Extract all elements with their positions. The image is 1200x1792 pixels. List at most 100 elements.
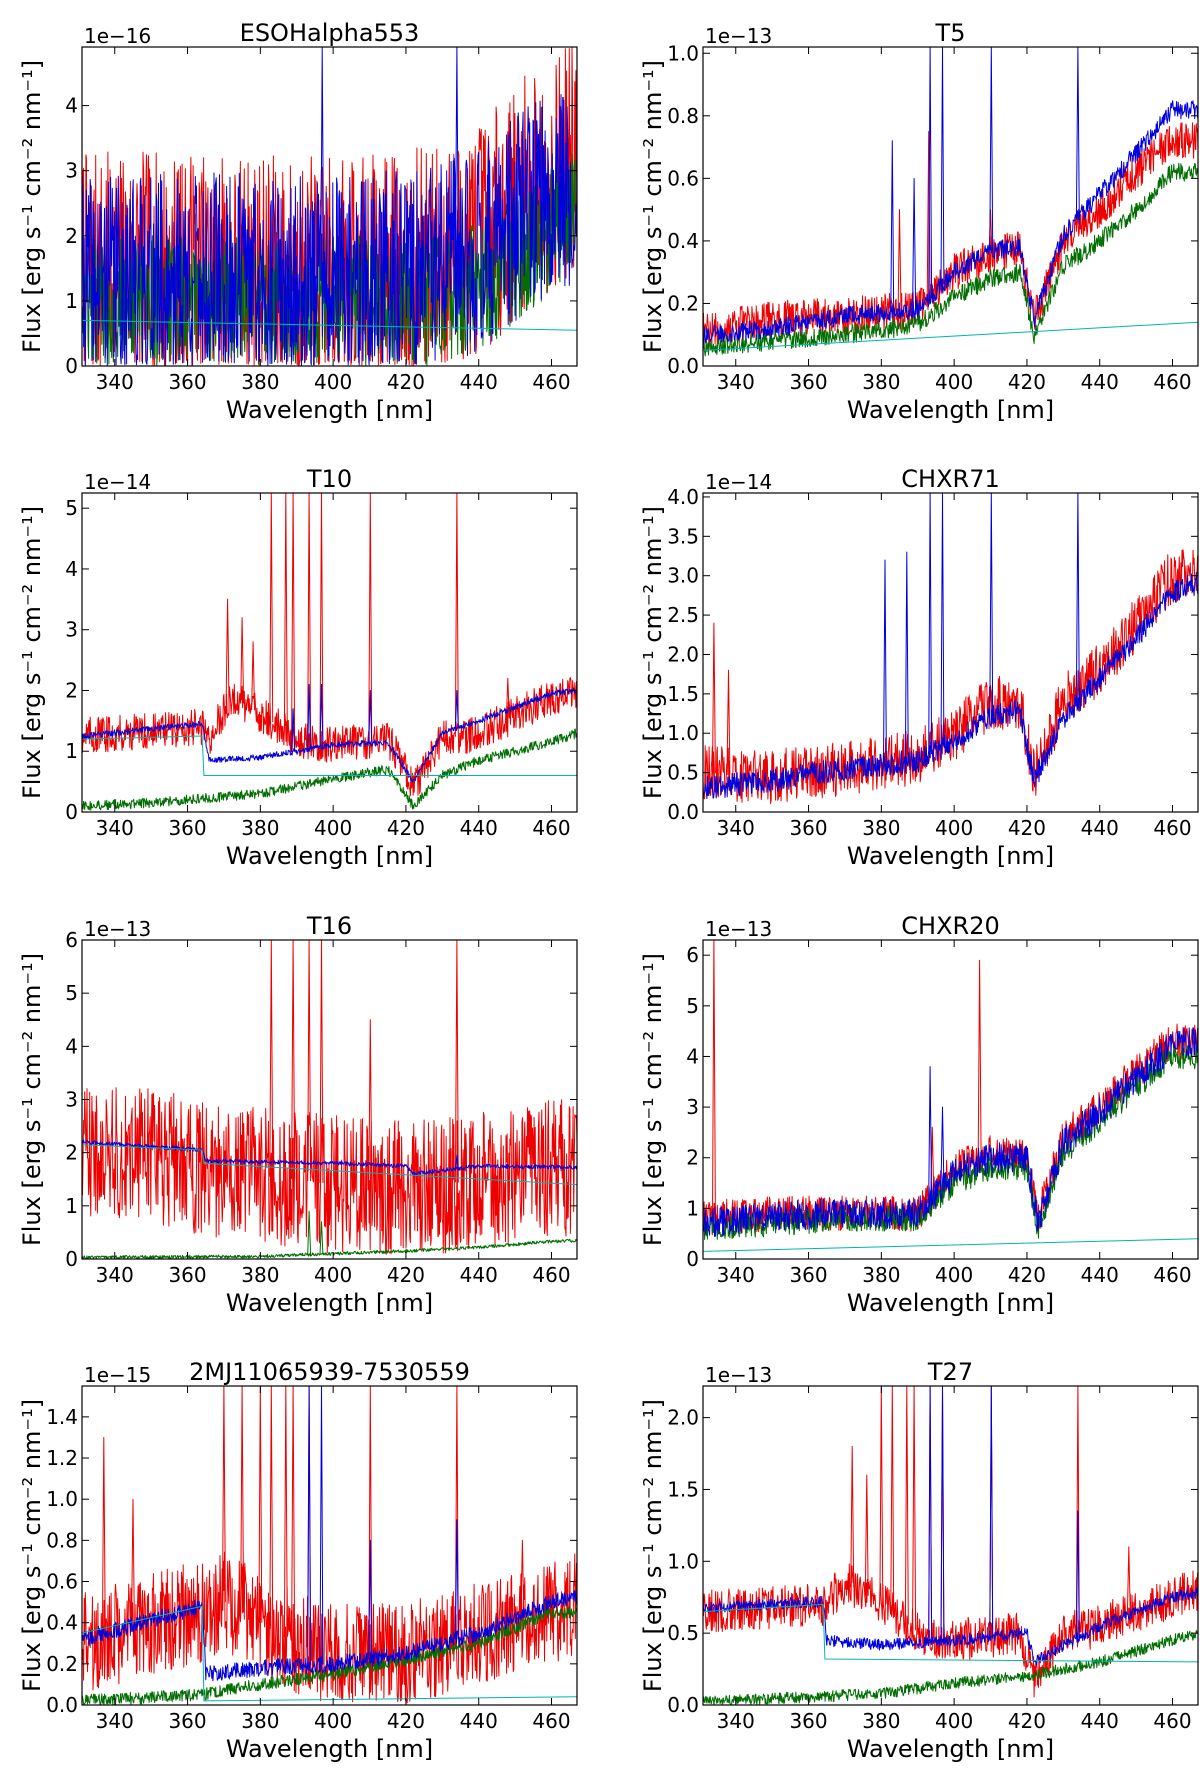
green-spectrum-line xyxy=(82,728,577,811)
axis-offset-label: 1e−14 xyxy=(705,470,772,494)
y-tick-label: 4 xyxy=(65,557,78,581)
cyan-spectrum-line xyxy=(82,735,577,776)
x-tick-label: 360 xyxy=(789,370,827,394)
y-tick-label: 3.0 xyxy=(667,564,699,588)
x-tick-label: 380 xyxy=(862,370,900,394)
spectrum-panel-3: 340 360 380 400 420 440 460 0 1 2 3 4 51e−14 T10 Wavel… xyxy=(18,465,578,870)
x-tick-label: 340 xyxy=(717,1263,755,1287)
x-tick-label: 400 xyxy=(935,1263,973,1287)
panel-title: CHXR71 xyxy=(901,465,999,493)
blue-spectrum-line xyxy=(82,1139,577,1177)
y-tick-label: 1.5 xyxy=(667,682,699,706)
x-axis-label: Wavelength [nm] xyxy=(847,1735,1054,1763)
y-tick-label: 1 xyxy=(65,739,78,763)
panel-title: 2MJ11065939-7530559 xyxy=(189,1358,470,1386)
y-tick-label: 2.0 xyxy=(667,642,699,666)
y-tick-label: 1.0 xyxy=(667,721,699,745)
y-axis-label: Flux [erg s⁻¹ cm⁻² nm⁻¹] xyxy=(639,1399,667,1692)
x-tick-label: 440 xyxy=(460,1263,498,1287)
axis-offset-label: 1e−16 xyxy=(84,24,151,48)
blue-spectrum-line xyxy=(82,47,577,366)
x-tick-label: 340 xyxy=(717,1709,755,1733)
x-tick-label: 440 xyxy=(460,1709,498,1733)
spectrum-panel-4: 340 360 380 400 420 440 460 0.0 0.5 1.0 1.5 2.0 2.5 3… xyxy=(639,465,1199,870)
y-tick-label: 3 xyxy=(65,618,78,642)
x-tick-label: 340 xyxy=(717,816,755,840)
y-tick-label: 0.4 xyxy=(667,229,699,253)
x-tick-label: 340 xyxy=(717,370,755,394)
y-tick-label: 0.0 xyxy=(667,354,699,378)
axis-offset-label: 1e−15 xyxy=(84,1363,151,1387)
y-tick-label: 0.5 xyxy=(667,761,699,785)
red-spectrum-line xyxy=(703,1386,1198,1698)
y-tick-label: 0 xyxy=(65,800,78,824)
y-tick-label: 2 xyxy=(65,224,78,248)
plot-area xyxy=(703,940,1198,1252)
panel-title: T16 xyxy=(306,912,352,940)
spectrum-panel-2: 340 360 380 400 420 440 460 0.0 0.2 0.4 0.6 0.8 1.01… xyxy=(639,19,1199,424)
y-tick-label: 1.0 xyxy=(667,41,699,65)
x-tick-label: 400 xyxy=(935,370,973,394)
x-tick-label: 360 xyxy=(168,370,206,394)
y-tick-label: 1.0 xyxy=(46,1487,78,1511)
plot-area xyxy=(82,47,577,366)
y-axis-label: Flux [erg s⁻¹ cm⁻² nm⁻¹] xyxy=(639,506,667,799)
y-tick-label: 5 xyxy=(65,981,78,1005)
red-spectrum-line xyxy=(703,122,1198,350)
y-tick-label: 1 xyxy=(686,1196,699,1220)
cyan-spectrum-line xyxy=(82,1605,577,1702)
y-tick-label: 1 xyxy=(65,289,78,313)
y-tick-label: 1.5 xyxy=(667,1477,699,1501)
x-axis-label: Wavelength [nm] xyxy=(226,842,433,870)
y-tick-label: 2.5 xyxy=(667,603,699,627)
x-tick-label: 400 xyxy=(314,1263,352,1287)
red-spectrum-line xyxy=(82,1386,577,1704)
green-spectrum-line xyxy=(82,1210,577,1259)
plot-frame xyxy=(702,492,1199,813)
x-axis-label: Wavelength [nm] xyxy=(226,396,433,424)
plot-frame xyxy=(81,1385,578,1706)
x-tick-label: 340 xyxy=(96,370,134,394)
x-tick-label: 440 xyxy=(1081,370,1119,394)
x-tick-label: 380 xyxy=(862,816,900,840)
red-spectrum-line xyxy=(703,549,1198,805)
x-tick-label: 420 xyxy=(387,1263,425,1287)
x-tick-label: 460 xyxy=(1153,1709,1191,1733)
y-tick-label: 0.6 xyxy=(667,166,699,190)
x-tick-label: 440 xyxy=(1081,1263,1119,1287)
spectrum-panel-7: 340 360 380 400 420 440 460 0.0 0.2 0.4 0.6 0.8 1.0 1… xyxy=(18,1358,578,1763)
x-tick-label: 420 xyxy=(1008,1263,1046,1287)
y-axis-label: Flux [erg s⁻¹ cm⁻² nm⁻¹] xyxy=(639,60,667,353)
y-tick-label: 6 xyxy=(686,943,699,967)
x-tick-label: 380 xyxy=(241,816,279,840)
spectrum-panel-1: 340 360 380 400 420 440 460 0 1 2 3 4 1e−16 ESOHalpha… xyxy=(18,19,578,424)
green-spectrum-line xyxy=(703,1630,1198,1705)
x-tick-label: 360 xyxy=(789,816,827,840)
y-tick-label: 3 xyxy=(65,159,78,183)
x-tick-label: 420 xyxy=(387,370,425,394)
x-tick-label: 400 xyxy=(935,816,973,840)
y-tick-label: 5 xyxy=(686,994,699,1018)
panel-title: T10 xyxy=(306,465,352,493)
plot-frame xyxy=(702,939,1199,1260)
x-tick-label: 360 xyxy=(168,1709,206,1733)
x-tick-label: 420 xyxy=(1008,816,1046,840)
y-tick-label: 4 xyxy=(686,1044,699,1068)
x-axis-label: Wavelength [nm] xyxy=(847,1289,1054,1317)
y-axis-label: Flux [erg s⁻¹ cm⁻² nm⁻¹] xyxy=(18,1399,46,1692)
x-tick-label: 420 xyxy=(1008,370,1046,394)
x-tick-label: 340 xyxy=(96,1709,134,1733)
x-tick-label: 440 xyxy=(460,370,498,394)
x-tick-label: 440 xyxy=(1081,816,1119,840)
x-tick-label: 360 xyxy=(789,1709,827,1733)
x-tick-label: 360 xyxy=(789,1263,827,1287)
panel-title: T27 xyxy=(927,1358,973,1386)
blue-spectrum-line xyxy=(82,1386,577,1682)
y-axis-label: Flux [erg s⁻¹ cm⁻² nm⁻¹] xyxy=(639,953,667,1246)
y-tick-label: 0.8 xyxy=(667,104,699,128)
plot-area xyxy=(82,493,577,811)
x-tick-label: 340 xyxy=(96,1263,134,1287)
plot-frame xyxy=(702,46,1199,367)
cyan-spectrum-line xyxy=(703,321,1198,351)
